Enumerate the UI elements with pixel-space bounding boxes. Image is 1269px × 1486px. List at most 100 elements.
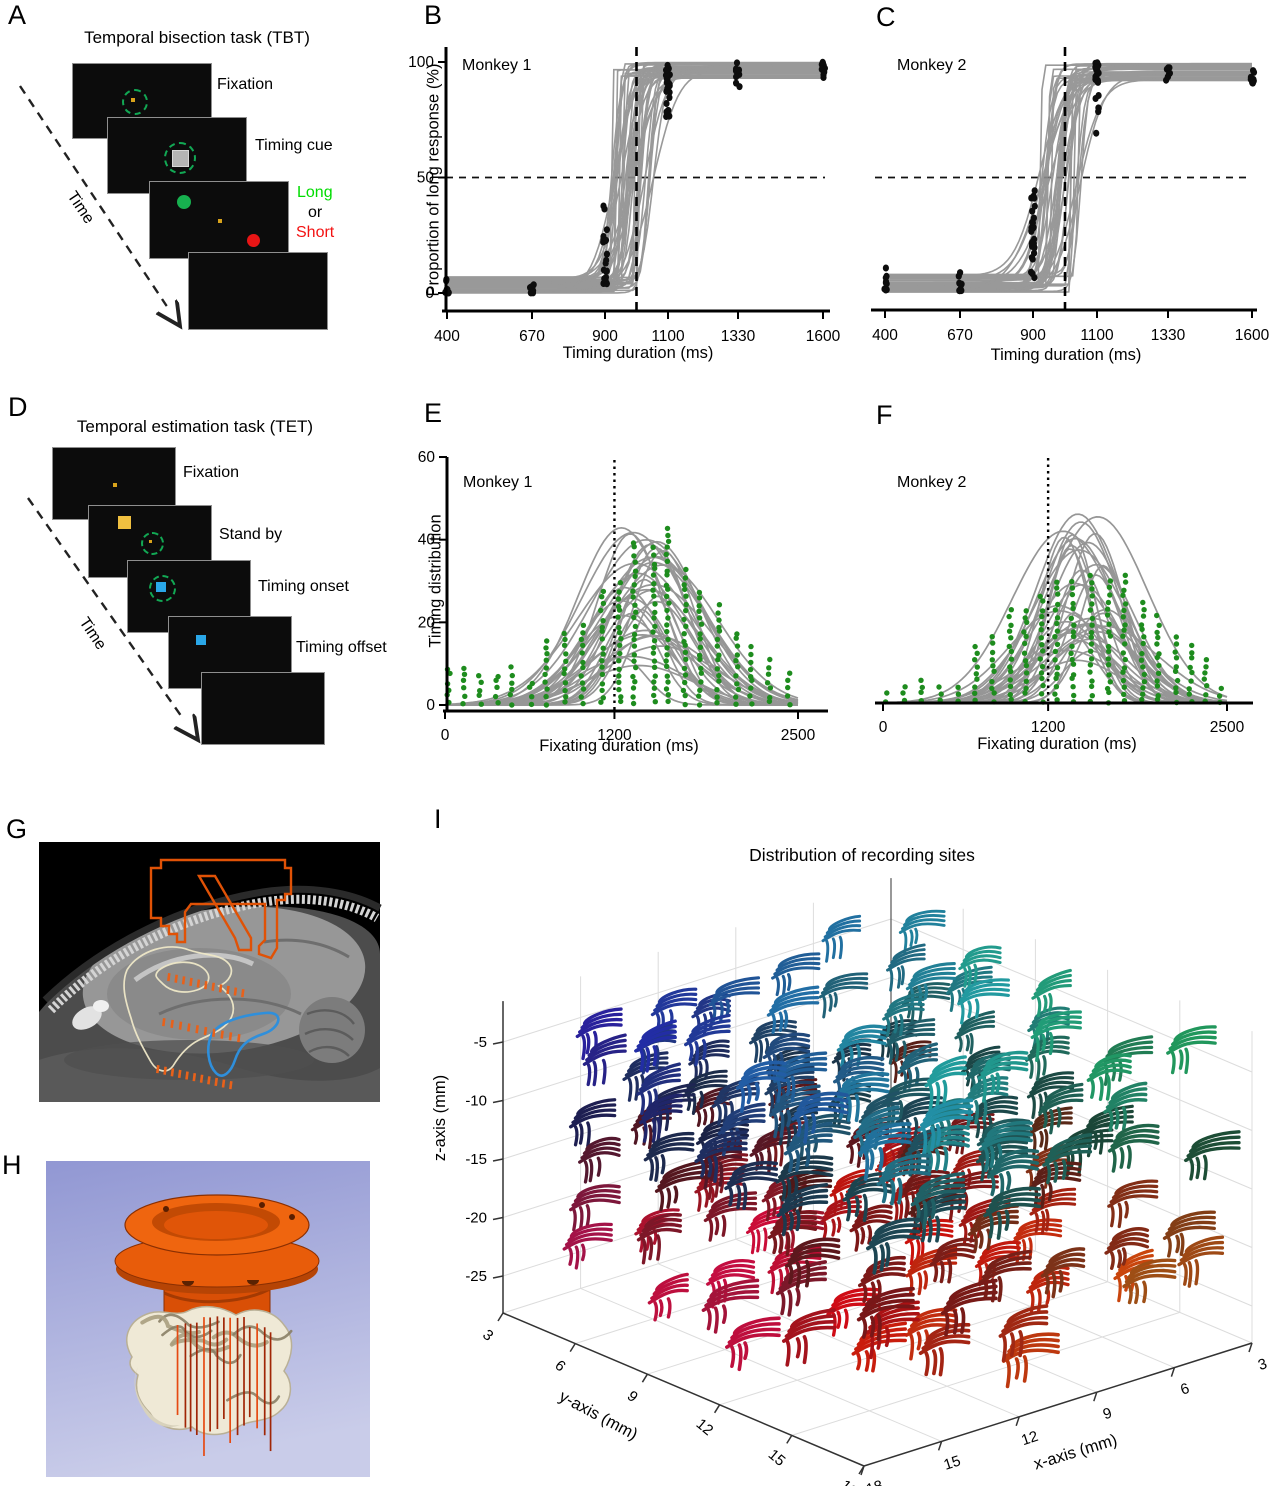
svg-text:x-axis (mm): x-axis (mm) — [1032, 1431, 1120, 1473]
svg-text:-25: -25 — [465, 1268, 487, 1285]
time-arrow-a — [19, 85, 201, 344]
label-stand-by: Stand by — [219, 526, 283, 543]
svg-text:3: 3 — [1256, 1355, 1269, 1374]
grid-lines — [502, 878, 1253, 1467]
fixation-ring-icon — [141, 532, 164, 555]
label-fixation-a: Fixation — [217, 76, 274, 93]
panel-c-plot: 400 670 900 1100 1330 1600 — [871, 47, 1269, 344]
session-data-dots — [881, 59, 1258, 295]
panel-a-title: Temporal bisection task (TBT) — [84, 28, 310, 47]
brain-structure-3d — [126, 1305, 293, 1436]
electrode-array-3d — [176, 1316, 272, 1457]
svgB-content: 400 670 900 1100 1330 1600 0 50 100 — [408, 47, 841, 345]
time-arrow-d — [27, 497, 214, 756]
svg-text:18: 18 — [837, 1477, 861, 1486]
panel-c-xlabel: Timing duration (ms) — [990, 346, 1142, 364]
striatum-outline-overlay — [123, 946, 235, 1072]
panel-b-plot: 400 670 900 1100 1330 1600 0 50 100 — [408, 47, 841, 345]
svg-text:12: 12 — [693, 1415, 717, 1439]
svg-text:1330: 1330 — [721, 328, 756, 345]
long-target-icon — [177, 195, 191, 209]
cue-square-icon — [172, 150, 189, 167]
panel-b-xlabel: Timing duration (ms) — [562, 344, 714, 362]
mri-brain-image — [39, 885, 382, 1102]
panel-b-letter: B — [424, 0, 443, 30]
panel-a-letter: A — [8, 0, 27, 30]
svg-text:12: 12 — [1019, 1428, 1040, 1449]
panel-e-plot: 0 1200 2500 0 20 40 60 — [418, 449, 828, 744]
panel-b-monkey-label: Monkey 1 — [462, 57, 532, 74]
fixation-dot-icon — [113, 483, 117, 487]
svg-text:0: 0 — [426, 697, 435, 714]
svg-text:1330: 1330 — [1151, 327, 1186, 344]
recording-site-waveforms — [562, 909, 1241, 1389]
panel-d-title: Temporal estimation task (TET) — [76, 417, 314, 436]
svg-text:1200: 1200 — [1031, 719, 1066, 736]
panel-c-monkey-label: Monkey 2 — [897, 57, 967, 74]
panel-g-mri-image — [39, 842, 382, 1102]
fixation-dot-icon — [149, 540, 152, 543]
panel-i-plot: -5 -10 -15 -20 -25 3 6 9 12 15 1818 15 12 9 6 3 z-axis (… — [431, 878, 1269, 1486]
chamber-outline-overlay — [149, 858, 293, 960]
svg-text:400: 400 — [872, 327, 898, 344]
timing-histogram-dots — [882, 572, 1224, 706]
thalamus-outline-overlay — [206, 1011, 280, 1077]
svg-text:6: 6 — [1178, 1380, 1191, 1399]
timing-histogram-dots — [444, 525, 793, 708]
label-or: or — [308, 204, 323, 221]
panel-e-ylabel: Timing distribution — [426, 514, 445, 648]
svg-text:2500: 2500 — [1210, 719, 1245, 736]
svg-text:9: 9 — [624, 1388, 641, 1406]
svg-text:670: 670 — [519, 328, 545, 345]
screen-a-choice — [149, 181, 289, 259]
fixation-ring-icon — [149, 575, 176, 602]
svg-text:z-axis (mm): z-axis (mm) — [431, 1075, 449, 1161]
svg-text:670: 670 — [947, 327, 973, 344]
screen-a-blank — [188, 252, 328, 330]
panel-f-xlabel: Fixating duration (ms) — [977, 735, 1137, 753]
svg-text:60: 60 — [418, 449, 436, 466]
svgF-content: 0 1200 2500 — [875, 458, 1253, 736]
svg-text:900: 900 — [592, 328, 618, 345]
panel-e-monkey-label: Monkey 1 — [463, 474, 533, 491]
svg-text:20: 20 — [418, 614, 436, 631]
svg-text:15: 15 — [942, 1452, 963, 1473]
label-timing-cue: Timing cue — [255, 137, 333, 154]
panel-h-3d-render — [46, 1161, 370, 1477]
svg-text:1200: 1200 — [597, 727, 632, 744]
screen-d-blank — [201, 672, 325, 745]
panel-g-letter: G — [6, 814, 28, 844]
svg-text:1100: 1100 — [651, 328, 685, 345]
session-data-dots — [442, 58, 828, 297]
panel-i-title: Distribution of recording sites — [749, 845, 975, 865]
panel-i-letter: I — [434, 804, 442, 834]
svg-text:6: 6 — [551, 1357, 568, 1375]
label-long: Long — [297, 184, 333, 201]
svg-text:-10: -10 — [465, 1093, 487, 1110]
svg-text:-20: -20 — [465, 1210, 487, 1227]
svg-text:40: 40 — [418, 532, 436, 549]
svg-text:100: 100 — [408, 54, 434, 71]
svgE-content: 0 1200 2500 0 20 40 60 — [418, 449, 828, 744]
svg-text:18: 18 — [864, 1477, 885, 1486]
svg-text:-15: -15 — [465, 1151, 487, 1168]
svg-text:0: 0 — [425, 285, 434, 302]
short-target-icon — [247, 234, 260, 247]
label-fixation-d: Fixation — [183, 464, 240, 481]
svg-text:2500: 2500 — [781, 727, 816, 744]
panel-b-ylabel: Proportion of long response (%) — [424, 63, 443, 297]
panel-e-xlabel: Fixating duration (ms) — [539, 737, 699, 755]
timing-square-icon — [196, 635, 206, 645]
panel-f-monkey-label: Monkey 2 — [897, 474, 967, 491]
svg-text:9: 9 — [1101, 1405, 1114, 1424]
electrode-track-marks — [156, 973, 245, 1090]
svg-text:3: 3 — [479, 1326, 496, 1344]
svg-text:400: 400 — [434, 328, 460, 345]
fixation-dot-icon — [218, 219, 222, 223]
panel-e-letter: E — [424, 398, 443, 428]
label-short: Short — [296, 224, 335, 241]
svg-text:900: 900 — [1020, 327, 1046, 344]
panel-h-letter: H — [2, 1150, 22, 1180]
panel-c-letter: C — [876, 2, 896, 32]
